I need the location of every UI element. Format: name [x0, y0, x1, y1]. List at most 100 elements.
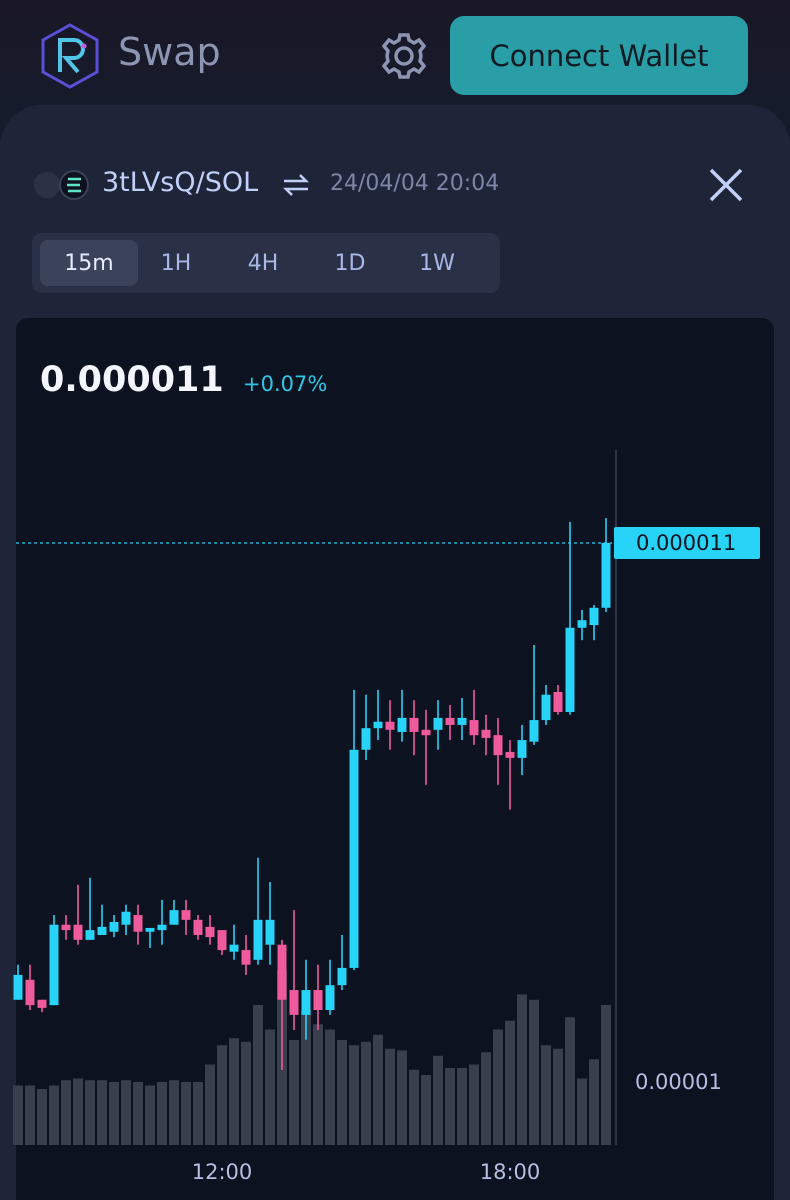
volume-bar: [109, 1082, 119, 1145]
logo: [41, 23, 99, 89]
timestamp: 24/04/04 20:04: [330, 171, 500, 196]
candle-body: [445, 717, 455, 725]
candle-body: [25, 979, 35, 1006]
volume-bar: [289, 1040, 299, 1145]
volume-bar: [217, 1045, 227, 1145]
candle-body: [529, 720, 539, 742]
candle-body: [325, 985, 335, 1011]
candle-body: [301, 990, 311, 1015]
connect-wallet-button[interactable]: Connect Wallet: [450, 16, 748, 95]
last-price-tag: [614, 526, 760, 559]
volume-bar: [457, 1068, 467, 1145]
candle-body: [217, 930, 227, 951]
candle-body: [349, 749, 359, 968]
candle-body: [433, 717, 443, 730]
volume-bar: [229, 1038, 239, 1145]
volume-bar: [541, 1045, 551, 1145]
candle-body: [421, 729, 431, 736]
volume-bar: [49, 1085, 59, 1145]
candle-body: [577, 620, 587, 628]
candle-body: [37, 999, 47, 1008]
volume-bar: [397, 1050, 407, 1145]
volume-bar: [265, 1029, 275, 1145]
last-price-label: 0.000011: [636, 531, 736, 555]
volume-bar: [589, 1059, 599, 1145]
token-icons: [32, 170, 89, 200]
candle-body: [13, 974, 23, 1000]
volume-bar: [469, 1064, 479, 1145]
candle-body: [493, 735, 503, 756]
volume-bar: [301, 1010, 311, 1145]
candle-body: [517, 740, 527, 758]
candle-body: [457, 717, 467, 725]
candle-body: [133, 914, 143, 932]
volume-bar: [421, 1075, 431, 1145]
candle-body: [73, 924, 83, 940]
volume-bar: [373, 1034, 383, 1145]
current-price: 0.000011: [40, 360, 224, 400]
volume-bar: [349, 1045, 359, 1145]
swap-icon[interactable]: [282, 172, 310, 198]
candle-body: [373, 721, 383, 729]
volume-bar: [361, 1041, 371, 1145]
volume-bar: [253, 1005, 263, 1145]
candle-body: [157, 924, 167, 931]
candle-body: [589, 607, 599, 626]
candle-body: [481, 729, 491, 738]
volume-bar: [169, 1080, 179, 1145]
candle-body: [277, 944, 287, 1000]
volume-bar: [385, 1048, 395, 1145]
candle-body: [601, 542, 611, 608]
candle-body: [253, 919, 263, 960]
volume-bar: [73, 1078, 83, 1145]
timeframe-tab[interactable]: 1W: [419, 250, 455, 276]
volume-bar: [505, 1020, 515, 1145]
candle-body: [541, 694, 551, 721]
candle-body: [397, 717, 407, 732]
volume-bar: [481, 1052, 491, 1145]
candle-body: [361, 728, 371, 750]
candle-body: [385, 721, 395, 730]
volume-bar: [325, 1029, 335, 1145]
volume-bar: [337, 1040, 347, 1145]
settings-icon[interactable]: [378, 30, 430, 82]
candle-body: [469, 720, 479, 736]
candle-body: [241, 950, 251, 965]
timeframe-tab[interactable]: 1H: [160, 250, 192, 276]
timeframe-tab[interactable]: 15m: [40, 240, 138, 286]
pair-name[interactable]: 3tLVsQ/SOL: [102, 167, 259, 198]
candle-body: [565, 627, 575, 712]
volume-bar: [13, 1085, 23, 1145]
volume-bar: [97, 1080, 107, 1145]
volume-bar: [205, 1064, 215, 1145]
volume-bar: [565, 1017, 575, 1145]
candle-body: [97, 926, 107, 935]
x-tick-label: 18:00: [480, 1160, 541, 1184]
candle-body: [265, 919, 275, 945]
close-icon[interactable]: [707, 166, 745, 204]
candle-body: [553, 692, 563, 712]
candle-body: [205, 926, 215, 938]
candle-body: [289, 990, 299, 1015]
volume-bar: [25, 1085, 35, 1145]
price-change: +0.07%: [243, 372, 328, 396]
candle-body: [229, 944, 239, 952]
timeframe-tab[interactable]: 1D: [334, 250, 366, 276]
volume-bar: [37, 1089, 47, 1145]
candle-body: [109, 922, 119, 932]
candle-body: [49, 924, 59, 1006]
volume-bar: [445, 1068, 455, 1145]
timeframe-tab[interactable]: 4H: [247, 250, 279, 276]
volume-bar: [145, 1085, 155, 1145]
volume-bar: [85, 1080, 95, 1145]
volume-bar: [577, 1078, 587, 1145]
candle-body: [145, 927, 155, 932]
volume-bar: [493, 1029, 503, 1145]
volume-bar: [193, 1082, 203, 1145]
volume-bar: [133, 1082, 143, 1145]
volume-bar: [121, 1080, 131, 1145]
candle-body: [505, 751, 515, 758]
candle-body: [193, 919, 203, 935]
